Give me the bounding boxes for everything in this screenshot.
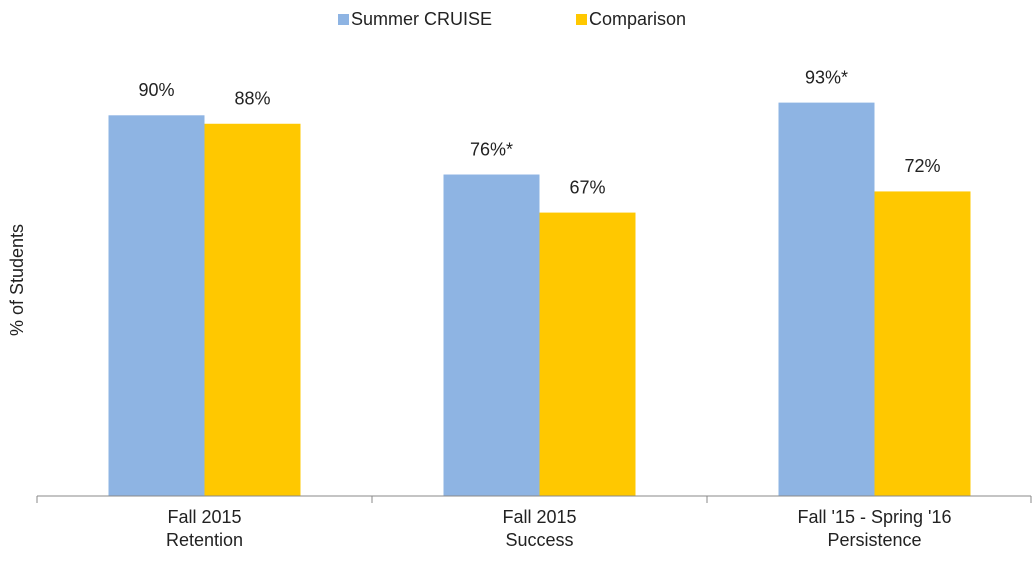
x-tick-label: Persistence [827,530,921,550]
bar [539,212,636,496]
bar [443,174,540,496]
bar [874,191,971,496]
x-tick-label: Fall 2015 [167,507,241,527]
legend-label: Summer CRUISE [351,9,492,29]
y-axis-label: % of Students [7,224,27,336]
x-tick-label: Fall 2015 [502,507,576,527]
legend-label: Comparison [589,9,686,29]
data-label: 72% [904,156,940,176]
x-tick-label: Retention [166,530,243,550]
data-label: 88% [234,89,270,109]
legend-swatch [576,14,587,25]
data-label: 76%* [470,139,513,159]
x-tick-label: Fall '15 - Spring '16 [798,507,952,527]
data-label: 90% [138,80,174,100]
bar [108,115,205,497]
bar [778,102,875,497]
bar [204,123,301,496]
legend-swatch [338,14,349,25]
x-tick-label: Success [505,530,573,550]
data-label: 67% [569,177,605,197]
data-label: 93%* [805,67,848,87]
